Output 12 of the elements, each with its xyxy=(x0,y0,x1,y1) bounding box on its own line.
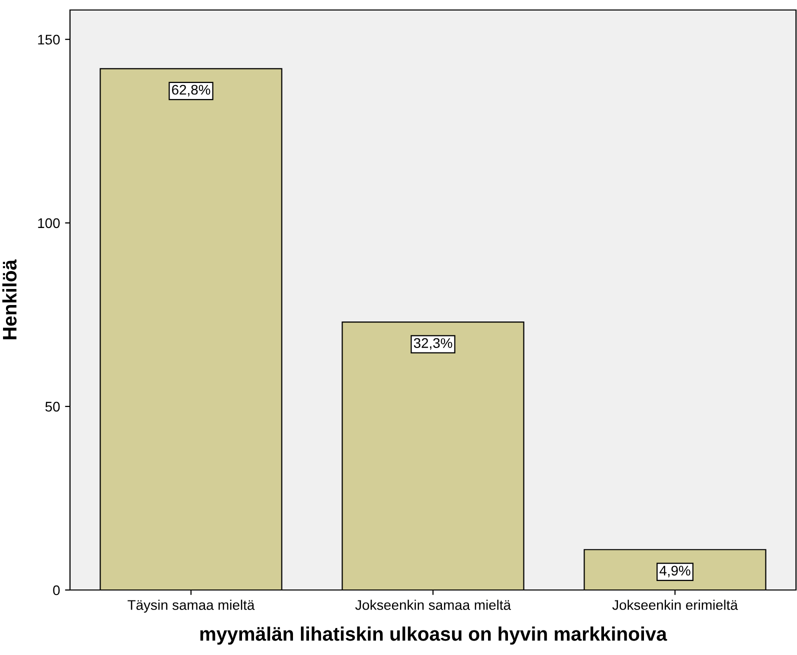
y-tick-label: 0 xyxy=(53,585,60,596)
annotation: 62,8% xyxy=(172,84,210,96)
x-tick-label: Täysin samaa mieltä xyxy=(128,600,255,613)
x-tick-label: Jokseenkin erimieltä xyxy=(612,600,738,610)
y-tick-label: 50 xyxy=(45,402,60,412)
y-tick-label: 150 xyxy=(38,34,60,45)
y-axis-title: Henkilöä xyxy=(2,259,17,340)
x-tick-label: Jokseenkin samaa mieltä xyxy=(355,600,511,610)
x-axis-title: myymälän lihatiskin ulkoasu on hyvin markkinoiva xyxy=(200,626,668,645)
annotation: 32,3% xyxy=(414,338,452,350)
annotation: 4,9% xyxy=(659,566,690,578)
y-tick-label: 100 xyxy=(38,218,60,228)
